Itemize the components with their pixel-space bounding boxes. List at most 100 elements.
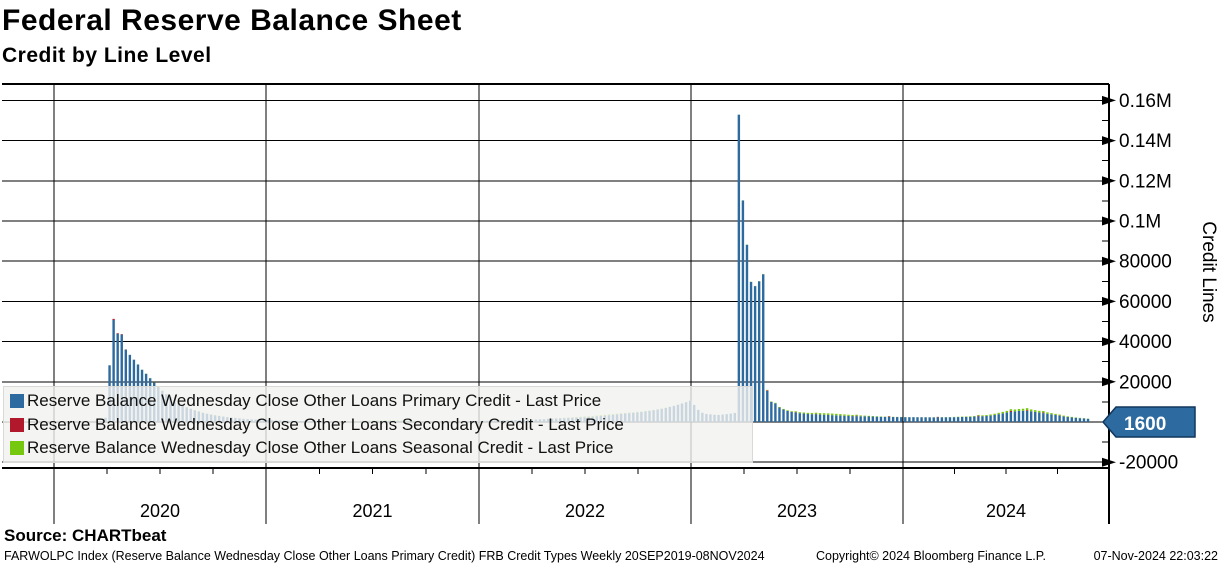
bar-segment <box>1078 418 1082 422</box>
bar-segment <box>1025 408 1029 411</box>
bar-segment <box>1066 416 1069 417</box>
bar-segment <box>912 417 915 422</box>
bar-segment <box>940 417 944 422</box>
bar-segment <box>802 413 806 422</box>
bar-segment <box>798 412 801 414</box>
bar-segment <box>993 414 996 422</box>
bar-segment <box>1062 415 1065 417</box>
bar-segment <box>887 416 891 417</box>
y-tick-label: 40000 <box>1119 332 1172 353</box>
bar-segment <box>896 417 899 422</box>
bar-segment <box>969 416 972 422</box>
bar-segment <box>977 415 980 417</box>
bar-segment <box>802 412 806 414</box>
y-tick-label: 60000 <box>1119 292 1172 313</box>
bar-segment <box>1034 411 1037 422</box>
chart-title: Federal Reserve Balance Sheet <box>2 4 462 37</box>
bar-segment <box>908 417 911 422</box>
bar-segment <box>766 390 769 391</box>
bar-segment <box>826 413 830 415</box>
bar-segment <box>1034 410 1037 412</box>
bar-segment <box>1070 417 1073 422</box>
bar-segment <box>745 244 749 422</box>
bar-segment <box>1025 410 1029 411</box>
bar-segment <box>997 414 1000 422</box>
bar-segment <box>944 417 948 422</box>
bar-segment <box>981 416 984 422</box>
bar-segment <box>855 415 858 417</box>
bar-segment <box>1046 413 1049 422</box>
bar-segment <box>916 417 919 422</box>
bar-segment <box>960 416 964 422</box>
bar-segment <box>977 414 980 416</box>
bar-segment <box>818 414 822 422</box>
legend-item-primary-credit: Reserve Balance Wednesday Close Other Lo… <box>10 389 752 413</box>
bar-segment <box>904 417 907 422</box>
bar-segment <box>762 274 765 422</box>
bar-segment <box>753 286 757 422</box>
bar-segment <box>920 417 923 422</box>
bar-segment <box>956 417 960 422</box>
bar-segment <box>778 407 781 422</box>
legend-label: Reserve Balance Wednesday Close Other Lo… <box>27 414 624 434</box>
bar-segment <box>969 416 972 417</box>
legend-label: Reserve Balance Wednesday Close Other Lo… <box>27 390 602 410</box>
bar-segment <box>1025 410 1029 422</box>
bar-segment <box>891 417 895 422</box>
bar-segment <box>879 416 883 422</box>
y-tick-label: 20000 <box>1119 372 1172 393</box>
bar-segment <box>1054 413 1057 415</box>
year-label: 2020 <box>140 501 180 521</box>
year-label: 2021 <box>352 501 392 521</box>
seasonal-credit-swatch-icon <box>10 441 24 456</box>
bar-segment <box>1017 410 1021 422</box>
bar-segment <box>1009 409 1013 411</box>
bar-segment <box>847 414 850 416</box>
bar-segment <box>863 416 866 422</box>
bar-segment <box>855 414 858 416</box>
bar-segment <box>749 281 753 422</box>
bar-segment <box>863 415 866 417</box>
bar-segment <box>1001 413 1004 422</box>
bar-segment <box>1062 416 1065 422</box>
bar-segment <box>116 333 119 334</box>
bar-segment <box>790 411 793 422</box>
bar-segment <box>1070 416 1073 418</box>
bar-segment <box>1042 410 1045 413</box>
bar-segment <box>818 413 822 415</box>
bar-segment <box>993 413 996 415</box>
bar-segment <box>936 417 939 422</box>
bar-segment <box>851 416 854 422</box>
bar-segment <box>867 415 870 417</box>
bar-segment <box>810 414 814 422</box>
bar-segment <box>757 281 761 422</box>
bar-segment <box>1029 409 1033 412</box>
bar-segment <box>786 410 789 411</box>
bar-segment <box>778 406 781 408</box>
bar-segment <box>973 416 976 422</box>
bar-segment <box>1017 408 1021 411</box>
bar-segment <box>867 416 870 422</box>
bar-segment <box>965 416 968 422</box>
footer-datetime: 07-Nov-2024 22:03:22 <box>1093 549 1218 563</box>
bar-segment <box>887 416 891 422</box>
bar-segment <box>112 318 115 320</box>
bar-segment <box>932 417 935 422</box>
year-label: 2022 <box>565 501 605 521</box>
bar-segment <box>855 416 858 422</box>
bar-segment <box>997 412 1000 415</box>
bar-segment <box>786 410 789 422</box>
bar-segment <box>843 414 846 416</box>
bar-segment <box>1050 413 1053 415</box>
source-line: Source: CHARTbeat <box>4 526 167 545</box>
bar-segment <box>1029 411 1033 422</box>
bar-segment <box>774 403 777 422</box>
bar-segment <box>1054 414 1057 422</box>
bar-segment <box>826 414 830 422</box>
bar-segment <box>851 414 854 417</box>
bar-segment <box>798 413 801 422</box>
bar-segment <box>843 415 846 422</box>
bar-segment <box>124 349 127 422</box>
bar-segment <box>741 200 745 422</box>
bar-segment <box>814 414 818 422</box>
